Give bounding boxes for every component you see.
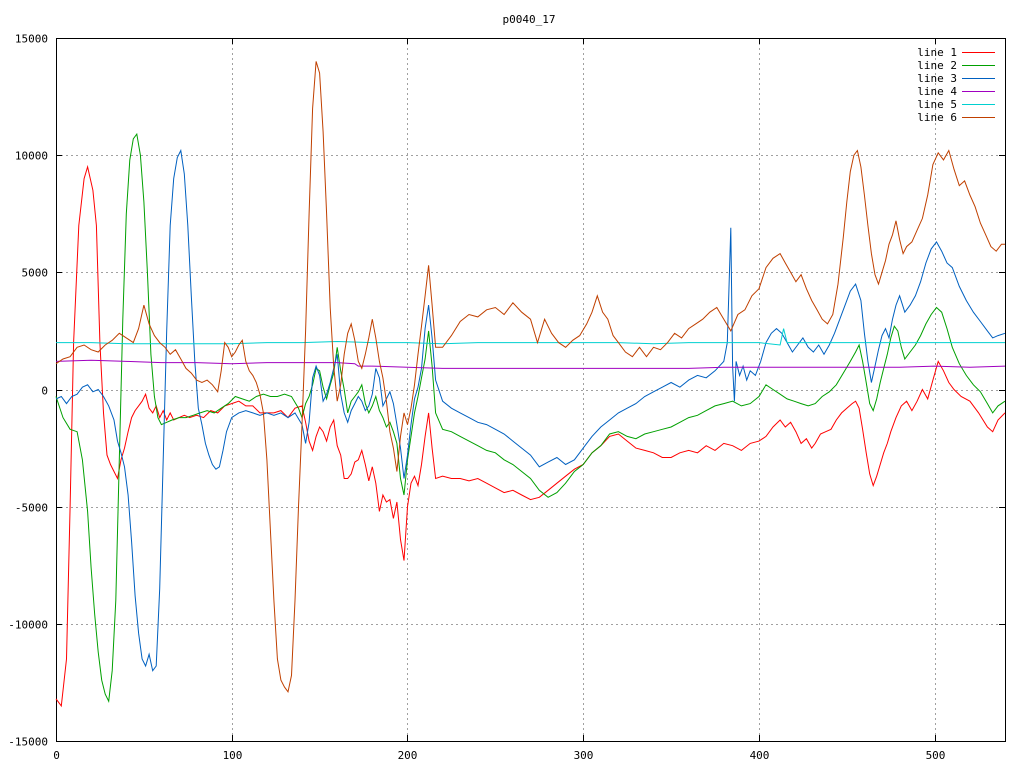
legend-label: line 6 bbox=[917, 111, 957, 124]
y-tick-label: 15000 bbox=[15, 33, 48, 46]
series-line-3 bbox=[55, 148, 1006, 672]
legend-label: line 2 bbox=[917, 59, 957, 72]
series-line-6 bbox=[55, 61, 1005, 693]
grid bbox=[56, 38, 1005, 741]
x-tick-label: 300 bbox=[574, 749, 594, 762]
series-line-2 bbox=[55, 132, 1006, 703]
axis-ticks: 0 100 200 300 400 500 -15000 -10000 -5000 0 5000 10… bbox=[8, 33, 1005, 762]
y-tick-label: 5000 bbox=[22, 267, 49, 280]
y-tick-label: 0 bbox=[41, 385, 48, 398]
series-line-5 bbox=[56, 328, 1005, 346]
series-lines bbox=[55, 61, 1006, 708]
x-tick-label: 200 bbox=[398, 749, 418, 762]
legend-label: line 1 bbox=[917, 46, 957, 59]
legend-label: line 5 bbox=[917, 98, 957, 111]
series-line-1 bbox=[55, 164, 1006, 708]
x-tick-label: 500 bbox=[926, 749, 946, 762]
series-line-4 bbox=[55, 359, 1006, 369]
y-tick-label: -10000 bbox=[8, 619, 48, 632]
legend-label: line 4 bbox=[917, 85, 957, 98]
y-tick-label: -15000 bbox=[8, 736, 48, 749]
y-tick-label: -5000 bbox=[15, 502, 48, 515]
x-tick-label: 0 bbox=[53, 749, 60, 762]
x-tick-label: 400 bbox=[750, 749, 770, 762]
legend-label: line 3 bbox=[917, 72, 957, 85]
x-tick-label: 100 bbox=[223, 749, 243, 762]
y-tick-label: 10000 bbox=[15, 150, 48, 163]
chart-title: p0040_17 bbox=[503, 13, 556, 26]
